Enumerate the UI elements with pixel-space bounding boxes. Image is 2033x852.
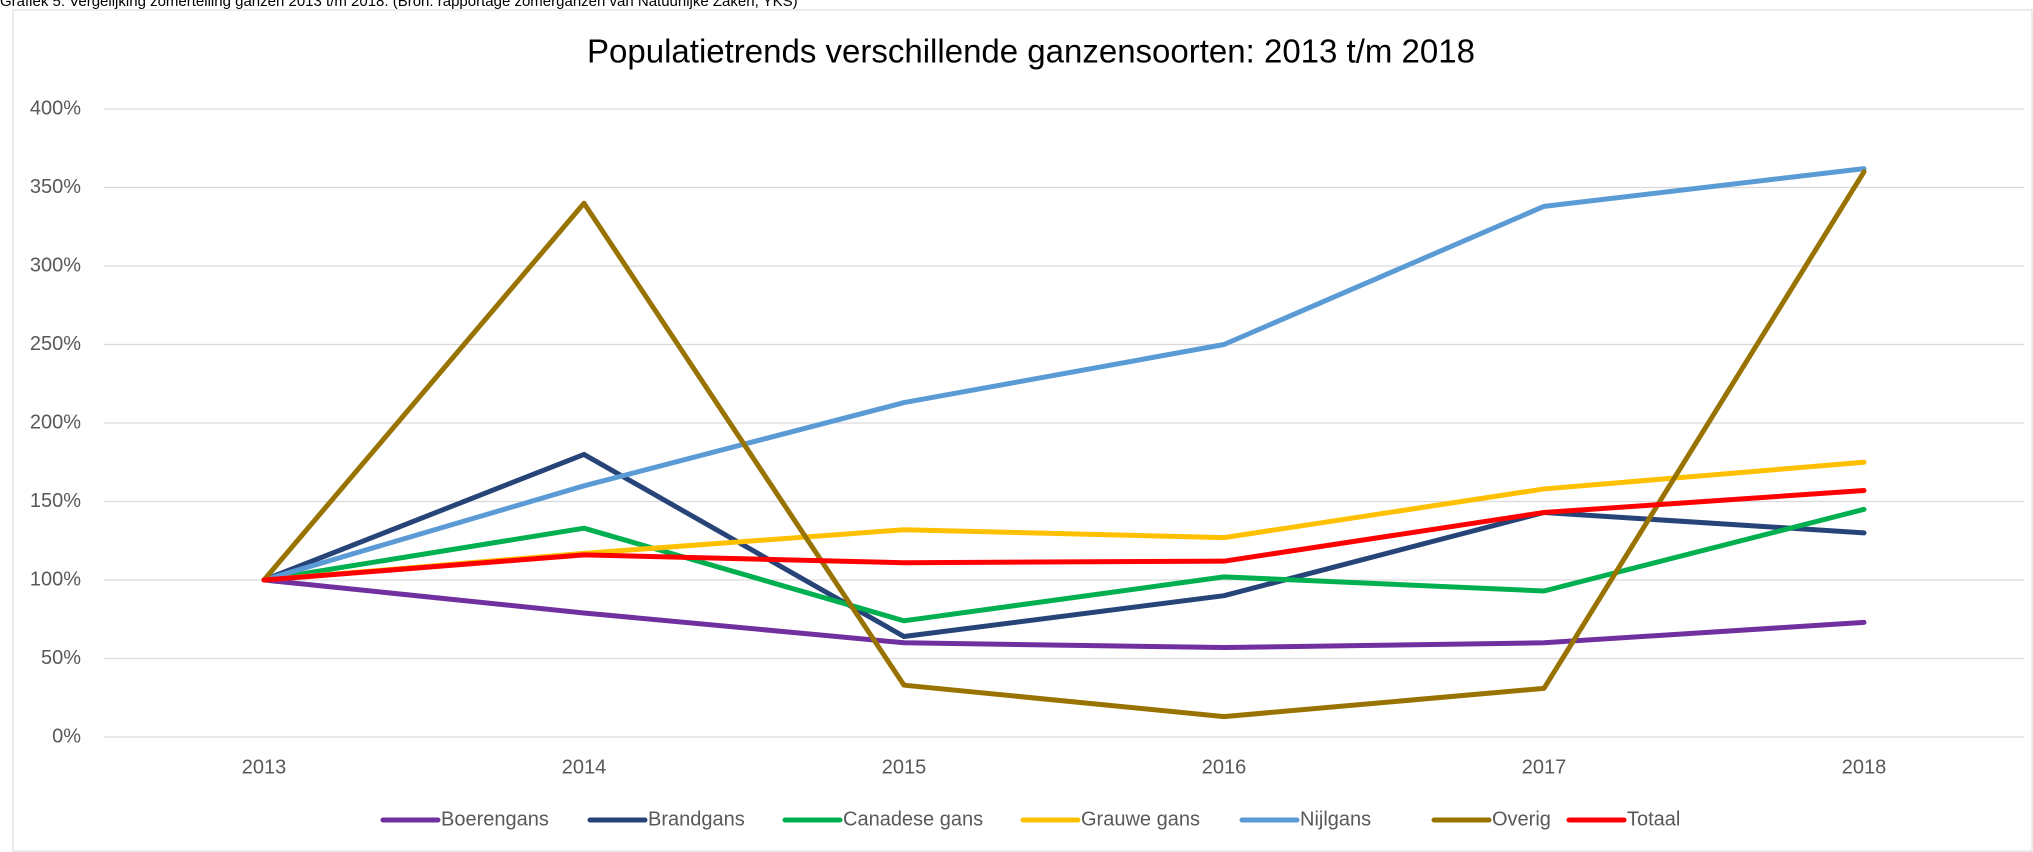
legend-label: Boerengans	[441, 808, 549, 830]
y-tick-label: 50%	[41, 647, 81, 669]
y-tick-label: 200%	[30, 411, 81, 433]
y-tick-label: 100%	[30, 568, 81, 590]
y-tick-label: 350%	[30, 176, 81, 198]
x-tick-label: 2015	[882, 756, 927, 778]
series-line	[261, 169, 1867, 720]
y-tick-label: 250%	[30, 333, 81, 355]
legend-label: Overig	[1492, 808, 1551, 830]
chart-frame	[12, 9, 2033, 852]
y-tick-label: 150%	[30, 490, 81, 512]
y-tick-label: 400%	[30, 97, 81, 119]
legend-label: Totaal	[1627, 808, 1680, 830]
legend-label: Nijlgans	[1300, 808, 1371, 830]
legend-label: Grauwe gans	[1081, 808, 1200, 830]
y-tick-label: 300%	[30, 254, 81, 276]
series-line	[261, 488, 1867, 583]
series-line	[261, 577, 1867, 651]
series-line	[261, 506, 1867, 624]
x-tick-label: 2018	[1842, 756, 1887, 778]
caption: Grafiek 5: Vergelijking zomertelling gan…	[0, 0, 798, 10]
y-tick-label: 0%	[52, 725, 81, 747]
series-line	[261, 451, 1867, 640]
x-tick-label: 2016	[1202, 756, 1247, 778]
legend-label: Canadese gans	[843, 808, 983, 830]
legend-label: Brandgans	[648, 808, 745, 830]
x-tick-label: 2013	[242, 756, 287, 778]
chart-title: Populatietrends verschillende ganzensoor…	[587, 33, 1475, 70]
series-line	[261, 166, 1867, 583]
x-tick-label: 2017	[1522, 756, 1567, 778]
x-tick-label: 2014	[562, 756, 607, 778]
